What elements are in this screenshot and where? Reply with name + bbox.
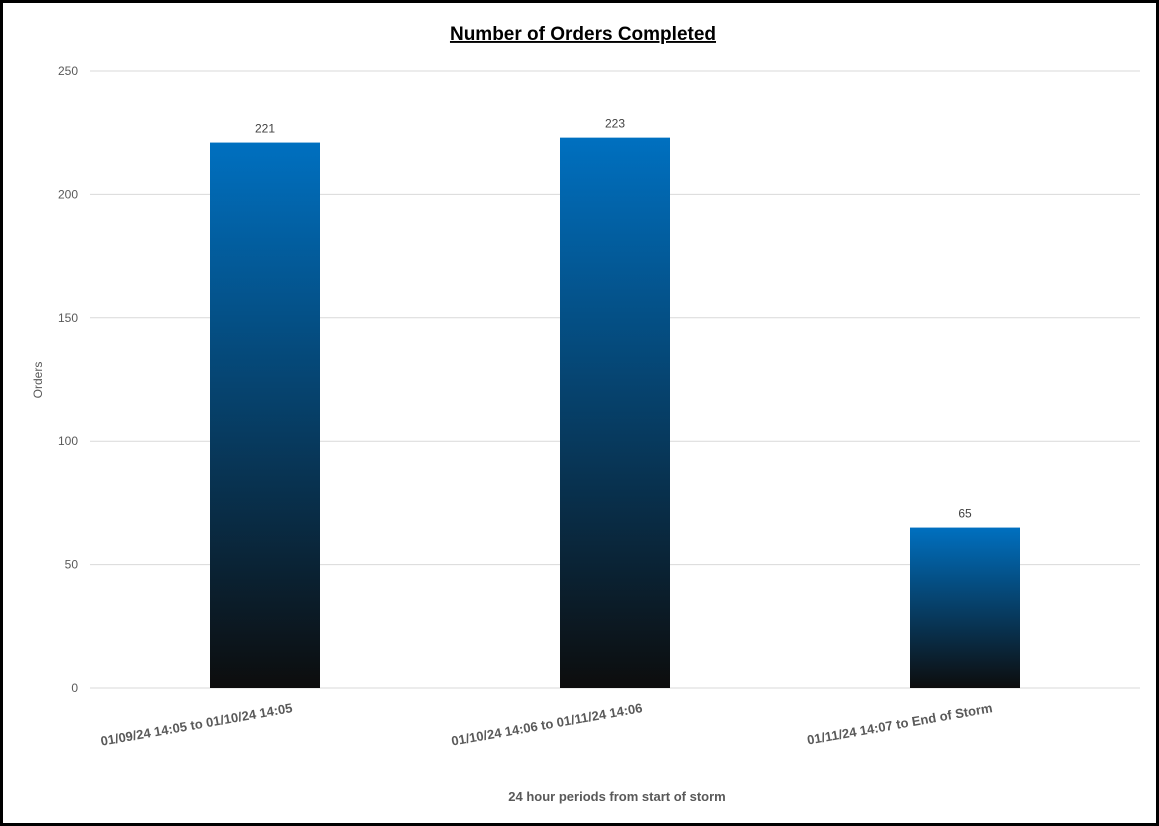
x-category-label: 01/10/24 14:06 to 01/11/24 14:06	[450, 700, 643, 748]
bar	[210, 142, 320, 688]
bar	[560, 137, 670, 689]
x-category-label: 01/11/24 14:07 to End of Storm	[806, 700, 994, 747]
data-labels: 221 223 65	[255, 117, 972, 521]
bars	[210, 137, 1020, 689]
x-axis-label: 24 hour periods from start of storm	[508, 789, 725, 804]
y-tick-label: 50	[65, 558, 79, 572]
y-tick-label: 0	[71, 681, 78, 695]
data-label: 221	[255, 122, 275, 136]
y-axis-ticks: 0 50 100 150 200 250	[58, 64, 78, 695]
chart-title: Number of Orders Completed	[450, 24, 716, 45]
y-axis-label: Orders	[31, 362, 45, 399]
bar	[910, 527, 1020, 688]
data-label: 65	[958, 507, 972, 521]
x-category-label: 01/09/24 14:05 to 01/10/24 14:05	[99, 700, 293, 749]
y-tick-label: 200	[58, 187, 78, 201]
y-tick-label: 150	[58, 311, 78, 325]
y-tick-label: 250	[58, 64, 78, 78]
data-label: 223	[605, 117, 625, 131]
y-tick-label: 100	[58, 434, 78, 448]
x-axis-categories: 01/09/24 14:05 to 01/10/24 14:05 01/10/24…	[99, 700, 993, 749]
